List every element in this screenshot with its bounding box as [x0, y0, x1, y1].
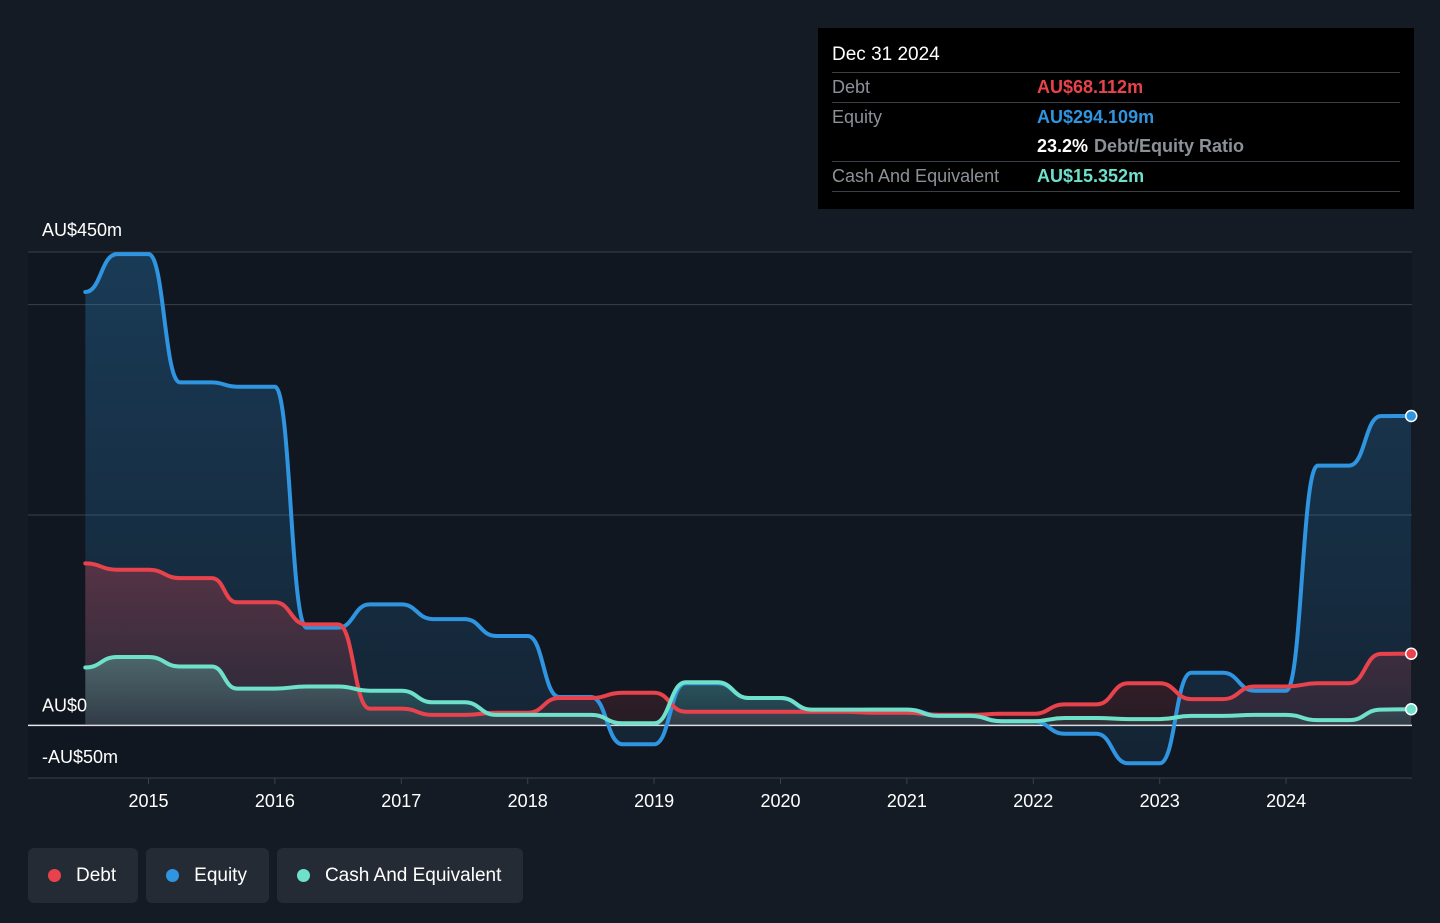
x-tick-label: 2022 — [1013, 791, 1053, 811]
legend-item-debt[interactable]: Debt — [28, 848, 139, 903]
x-tick-label: 2018 — [508, 791, 548, 811]
tooltip-ratio-text: Debt/Equity Ratio — [1094, 136, 1245, 156]
series-end-points — [1404, 409, 1418, 716]
x-tick-label: 2019 — [634, 791, 674, 811]
tooltip-ratio: 23.2% Debt/Equity Ratio — [1037, 132, 1244, 161]
tooltip-date: Dec 31 2024 — [832, 42, 1400, 73]
legend-dot-equity — [166, 869, 180, 882]
tooltip-row-equity: Equity AU$294.109m — [832, 103, 1400, 132]
tooltip-equity-label: Equity — [832, 107, 883, 127]
tooltip-ratio-value: 23.2% — [1037, 136, 1089, 156]
tooltip-ratio-spacer — [832, 132, 1037, 161]
tooltip-row-ratio: 23.2% Debt/Equity Ratio — [832, 132, 1400, 162]
cash-line — [83, 655, 1414, 726]
x-tick-label: 2015 — [128, 791, 168, 811]
series-lines — [83, 252, 1414, 766]
tooltip-row-debt: Debt AU$68.112m — [832, 73, 1400, 103]
legend-item-equity[interactable]: Equity — [146, 848, 269, 903]
cash-end-point — [1404, 702, 1418, 716]
x-tick-label: 2024 — [1266, 791, 1306, 811]
x-tick-label: 2016 — [255, 791, 295, 811]
legend-label-equity: Equity — [194, 864, 247, 886]
cash-area — [85, 657, 1412, 726]
x-tick-label: 2021 — [887, 791, 927, 811]
tooltip-panel: Dec 31 2024 Debt AU$68.112m Equity AU$29… — [818, 28, 1414, 209]
legend-item-cash[interactable]: Cash And Equivalent — [276, 848, 524, 903]
x-tick-label: 2020 — [760, 791, 800, 811]
x-tick-label: 2023 — [1140, 791, 1180, 811]
debt-line — [83, 561, 1414, 717]
x-tick-label: 2017 — [381, 791, 421, 811]
y-axis-label: -AU$50m — [42, 747, 118, 767]
legend-label-debt: Debt — [76, 864, 117, 886]
y-axis-label: AU$0 — [42, 695, 87, 715]
debt-end-point — [1404, 647, 1418, 660]
series-areas — [85, 254, 1412, 764]
tooltip-debt-value: AU$68.112m — [1037, 77, 1144, 97]
equity-area — [85, 254, 1412, 764]
tooltip-debt-label: Debt — [832, 77, 871, 97]
legend-dot-cash — [296, 869, 310, 882]
tooltip-row-cash: Cash And Equivalent AU$15.352m — [832, 162, 1400, 192]
legend-label-cash: Cash And Equivalent — [324, 864, 502, 886]
axis-labels: 2015 2016 2017 2018 2019 2020 2021 2022 2023 2024… — [42, 220, 1306, 811]
chart-legend: Debt Equity Cash And Equivalent — [28, 848, 524, 903]
tooltip-equity-value: AU$294.109m — [1037, 107, 1155, 127]
legend-dot-debt — [48, 869, 61, 882]
equity-end-point — [1404, 409, 1418, 423]
tooltip-cash-value: AU$15.352m — [1037, 166, 1145, 186]
tooltip-cash-label: Cash And Equivalent — [832, 166, 1000, 186]
y-axis-label: AU$450m — [42, 220, 122, 240]
